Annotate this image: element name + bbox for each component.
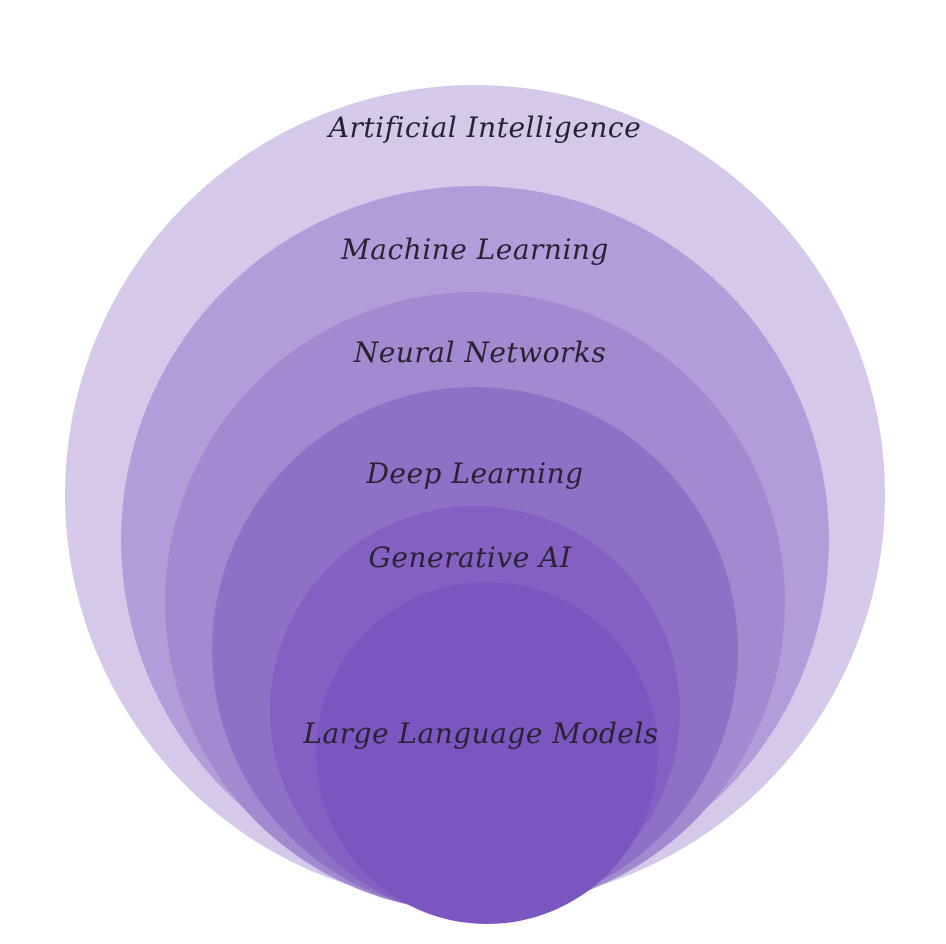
circle-large-language-models — [316, 582, 658, 924]
label-neural-networks: Neural Networks — [353, 336, 606, 369]
label-generative-ai: Generative AI — [369, 541, 572, 574]
label-machine-learning: Machine Learning — [340, 233, 609, 266]
label-artificial-intelligence: Artificial Intelligence — [326, 111, 641, 144]
label-large-language-models: Large Language Models — [302, 717, 658, 750]
label-deep-learning: Deep Learning — [365, 457, 583, 490]
